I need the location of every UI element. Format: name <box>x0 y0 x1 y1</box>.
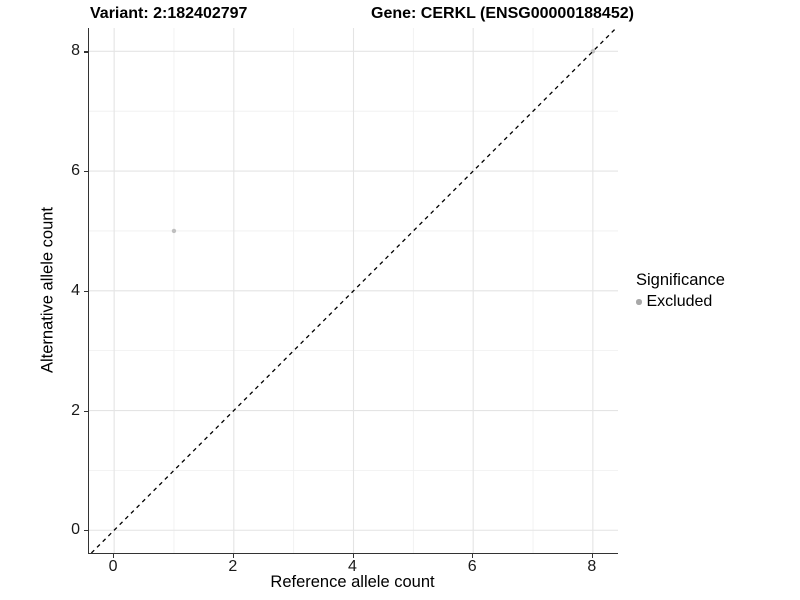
x-tick-mark <box>113 553 115 558</box>
x-axis-tick-labels: 0 2 4 6 8 <box>88 558 617 576</box>
plot-title-gene: Gene: CERKL (ENSG00000188452) <box>371 5 634 22</box>
y-tick-label: 2 <box>71 401 80 419</box>
y-tick-label: 6 <box>71 162 80 180</box>
legend: Significance Excluded <box>636 271 796 311</box>
plot-title-variant: Variant: 2:182402797 <box>90 5 248 22</box>
x-tick-mark <box>591 553 594 558</box>
x-axis-label: Reference allele count <box>270 573 435 591</box>
legend-title: Significance <box>636 271 725 289</box>
legend-key-dot-icon <box>636 299 642 305</box>
y-axis-label: Alternative allele count <box>38 206 57 374</box>
x-tick-label: 0 <box>108 558 118 575</box>
plot-canvas <box>89 28 618 553</box>
x-tick-label: 8 <box>587 558 597 575</box>
y-tick-mark <box>83 51 88 53</box>
legend-item-excluded: Excluded <box>636 293 796 311</box>
y-tick-mark <box>83 171 88 173</box>
x-tick-mark <box>472 553 474 558</box>
y-tick-mark <box>83 530 88 532</box>
identity-line <box>90 28 617 553</box>
legend-item-label: Excluded <box>646 293 713 310</box>
y-tick-label: 4 <box>71 281 80 299</box>
x-tick-label: 2 <box>228 558 238 575</box>
x-tick-label: 4 <box>348 558 357 575</box>
x-tick-label: 6 <box>467 558 477 575</box>
y-tick-label: 8 <box>71 42 80 60</box>
x-tick-mark <box>232 553 234 558</box>
data-point <box>171 228 177 234</box>
x-tick-mark <box>352 553 354 558</box>
y-tick-label: 0 <box>71 521 80 539</box>
y-axis-tick-labels: 0 2 4 6 8 <box>0 28 80 553</box>
y-tick-mark <box>83 410 88 412</box>
plot-panel <box>88 28 618 554</box>
y-tick-mark <box>83 290 88 292</box>
